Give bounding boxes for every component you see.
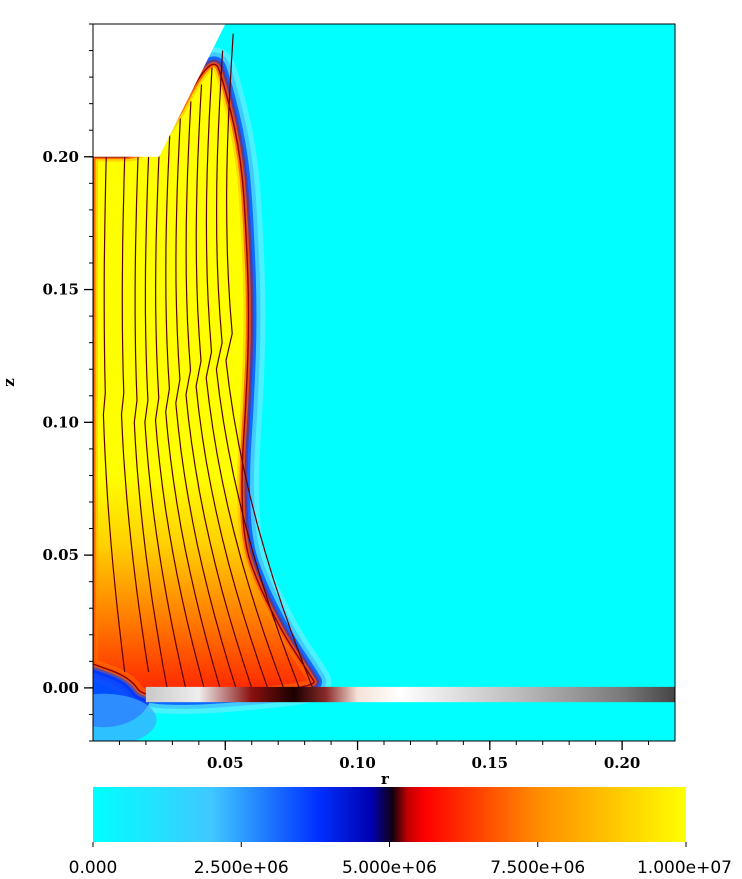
streamline: [175, 118, 237, 689]
electrode-bar: [145, 686, 675, 703]
y-tick-label: 0.15: [42, 281, 79, 299]
x-axis-title: r: [381, 770, 390, 788]
streamline: [215, 50, 300, 689]
streamline: [195, 84, 269, 689]
streamline: [102, 156, 126, 673]
x-tick-label: 0.20: [604, 754, 641, 772]
axes: 0.05 0.10 0.15 0.20 0.00 0.05 0.10 0.15 0.20 r z: [0, 23, 676, 788]
colorbar: 0.000 2.500e+06 5.000e+06 7.500e+06 1.000e+0…: [69, 787, 732, 878]
hot-region: [93, 64, 315, 697]
streamline: [165, 135, 221, 689]
y-axis-title: z: [0, 378, 18, 387]
x-tick-label: 0.05: [207, 754, 244, 772]
x-tick-label: 0.10: [339, 754, 376, 772]
colorbar-tick-label: 7.500e+06: [490, 858, 585, 878]
y-tick-label: 0.10: [42, 413, 79, 431]
y-tick-label: 0.20: [42, 148, 79, 166]
streamline: [144, 156, 187, 689]
colorbar-gradient: [93, 787, 686, 842]
field-layer: [93, 24, 675, 741]
colorbar-tick-label: 2.500e+06: [194, 858, 289, 878]
streamline: [225, 33, 314, 689]
colorbar-tick-label: 0.000: [69, 858, 118, 878]
colorbar-tick-label: 5.000e+06: [342, 858, 437, 878]
y-tick-label: 0.05: [42, 546, 79, 564]
blue-pool-outer: [93, 693, 157, 741]
streamline: [120, 156, 150, 673]
y-tick-label: 0.00: [42, 679, 79, 697]
streamline: [185, 101, 253, 689]
x-tick-label: 0.15: [472, 754, 509, 772]
streamline: [154, 152, 205, 689]
plot-area: [93, 24, 675, 741]
streamlines: [102, 33, 314, 689]
streamline: [133, 156, 168, 689]
streamline: [205, 67, 285, 689]
geometry-notch: [93, 24, 226, 157]
colorbar-tick-label: 1.000e+07: [637, 858, 732, 878]
